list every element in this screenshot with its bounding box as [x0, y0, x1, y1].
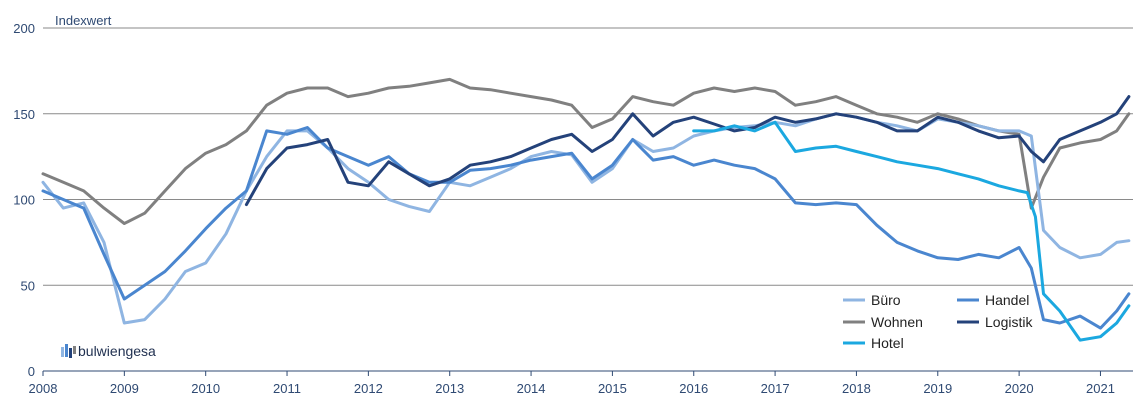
x-tick-label: 2008 [29, 381, 58, 396]
y-tick-label: 200 [13, 21, 35, 36]
x-tick-label: 2020 [1005, 381, 1034, 396]
grid-lines [43, 27, 1133, 286]
y-tick-label: 150 [13, 107, 35, 122]
series-line-logistik [244, 95, 1131, 207]
legend-label: Wohnen [871, 314, 923, 330]
series-line-handel [41, 126, 1131, 330]
brand-icon [61, 344, 76, 358]
x-tick-label: 2010 [191, 381, 220, 396]
x-tick-labels: 2008 2009 2010 2011 2012 2013 2014 2015 2016 2017… [29, 371, 1115, 396]
y-axis-label: Indexwert [55, 13, 112, 28]
y-tick-label: 0 [28, 364, 35, 379]
x-tick-label: 2014 [517, 381, 546, 396]
series-lines [41, 77, 1131, 342]
x-tick-label: 2013 [435, 381, 464, 396]
legend-label: Büro [871, 292, 901, 308]
legend-label: Logistik [985, 314, 1033, 330]
legend-label: Hotel [871, 335, 904, 351]
series-line-hotel [692, 120, 1131, 342]
x-tick-label: 2017 [761, 381, 790, 396]
series-line-buero [41, 112, 1131, 325]
legend: Büro Wohnen Hotel Handel Logistik [843, 292, 1033, 351]
x-tick-label: 2015 [598, 381, 627, 396]
x-tick-label: 2012 [354, 381, 383, 396]
y-tick-labels: 0 50 100 150 200 [13, 21, 35, 379]
series-line-wohnen [41, 77, 1131, 225]
x-tick-label: 2021 [1086, 381, 1115, 396]
x-tick-label: 2019 [923, 381, 952, 396]
x-tick-label: 2009 [110, 381, 139, 396]
y-tick-label: 50 [21, 278, 35, 293]
x-tick-label: 2018 [842, 381, 871, 396]
y-tick-label: 100 [13, 193, 35, 208]
legend-label: Handel [985, 292, 1029, 308]
x-tick-label: 2016 [679, 381, 708, 396]
brand-name: bulwiengesa [78, 343, 156, 359]
brand-logo: bulwiengesa [61, 343, 156, 359]
x-tick-label: 2011 [273, 381, 301, 396]
